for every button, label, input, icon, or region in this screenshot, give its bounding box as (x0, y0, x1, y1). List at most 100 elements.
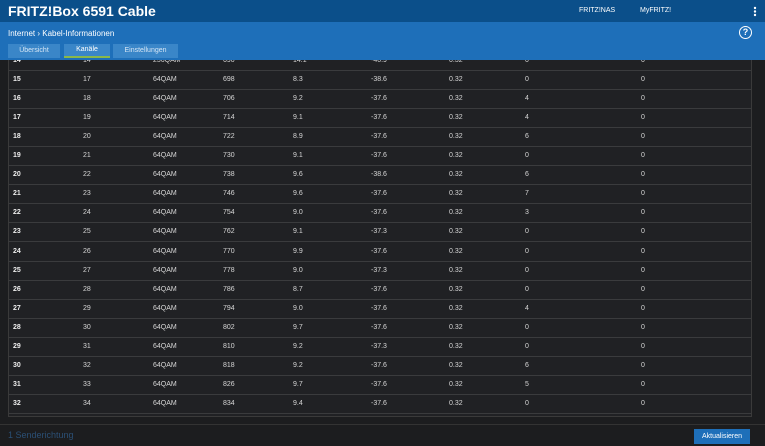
table-cell: 8.3 (293, 76, 303, 84)
table-row: 23 25 64QAM 762 9.1 -37.3 0.32 0 0 (9, 223, 751, 243)
tab[interactable]: Übersicht (8, 44, 60, 58)
table-cell: 730 (223, 152, 235, 160)
breadcrumb-bar: Internet › Kabel-Informationen ? Übersic… (0, 22, 765, 60)
table-row: 24 26 64QAM 770 9.9 -37.6 0.32 0 0 (9, 243, 751, 262)
table-cell: 64QAM (153, 380, 177, 388)
table-cell: 0 (641, 57, 645, 64)
table-cell: 9.1 (293, 228, 303, 236)
table-cell: 64QAM (153, 133, 177, 141)
table-cell: 64QAM (153, 285, 177, 293)
table-cell: -37.6 (371, 95, 387, 103)
table-cell: 9.6 (293, 171, 303, 179)
table-cell: 26 (83, 247, 91, 255)
table-cell: 0 (525, 285, 529, 293)
table-cell: 0 (525, 399, 529, 407)
table-cell: 754 (223, 209, 235, 217)
table-cell: 29 (13, 342, 21, 350)
nav-link[interactable]: MyFRITZ! (640, 7, 672, 14)
table-row: 31 33 64QAM 826 9.7 -37.6 0.32 5 0 (9, 376, 751, 395)
table-cell: 7 (525, 190, 529, 198)
table-cell: 15 (13, 76, 21, 84)
table-cell: 0.32 (449, 266, 463, 274)
refresh-button[interactable]: Aktualisieren (694, 429, 750, 444)
table-cell: 0 (641, 95, 645, 103)
table-row: 14 14 256QAM 690 14.1 -40.9 0.32 0 0 (9, 52, 751, 71)
table-cell: 30 (13, 361, 21, 369)
table-cell: 9.9 (293, 247, 303, 255)
table-cell: 5 (525, 380, 529, 388)
table-cell: 34 (83, 399, 91, 407)
table-cell: 0.32 (449, 57, 463, 64)
table-cell: 27 (13, 304, 21, 312)
table-cell: 8.7 (293, 285, 303, 293)
table-cell: 9.0 (293, 209, 303, 217)
table-cell: 22 (13, 209, 21, 217)
table-cell: -37.6 (371, 133, 387, 141)
tab[interactable]: Kanäle (64, 44, 110, 58)
table-cell: 0 (641, 361, 645, 369)
table-cell: 722 (223, 133, 235, 141)
table-cell: 4 (525, 304, 529, 312)
table-cell: 31 (83, 342, 91, 350)
table-cell: -40.9 (371, 57, 387, 64)
footer-link[interactable]: 1 Senderichtung (8, 430, 74, 440)
table-cell: 14 (83, 57, 91, 64)
table-cell: 9.7 (293, 323, 303, 331)
table-cell: 64QAM (153, 266, 177, 274)
table-cell: 0.32 (449, 399, 463, 407)
tab[interactable]: Einstellungen (113, 44, 178, 58)
table-cell: 17 (13, 114, 21, 122)
table-cell: 9.2 (293, 95, 303, 103)
table-row: 16 18 64QAM 706 9.2 -37.6 0.32 4 0 (9, 90, 751, 110)
table-cell: 64QAM (153, 76, 177, 84)
table-cell: -37.6 (371, 190, 387, 198)
table-cell: 786 (223, 285, 235, 293)
table-cell: 9.6 (293, 190, 303, 198)
table-cell: -37.6 (371, 152, 387, 160)
table-cell: 0 (525, 57, 529, 64)
table-cell: 0 (641, 285, 645, 293)
table-cell: 0.32 (449, 95, 463, 103)
table-cell: 30 (83, 323, 91, 331)
table-row: 30 32 64QAM 818 9.2 -37.6 0.32 6 0 (9, 357, 751, 376)
table-row: 27 29 64QAM 794 9.0 -37.6 0.32 4 0 (9, 300, 751, 319)
help-button[interactable]: ? (739, 26, 752, 39)
table-cell: -37.3 (371, 266, 387, 274)
table-row: 20 22 64QAM 738 9.6 -38.6 0.32 6 0 (9, 166, 751, 186)
table-cell: 0.32 (449, 152, 463, 160)
table-cell: -37.6 (371, 285, 387, 293)
table-cell: 0 (641, 76, 645, 84)
table-cell: 25 (83, 228, 91, 236)
table-cell: 0 (641, 399, 645, 407)
table-cell: 0 (525, 76, 529, 84)
table-cell: 64QAM (153, 342, 177, 350)
table-cell: -37.6 (371, 361, 387, 369)
table-cell: 714 (223, 114, 235, 122)
table-cell: 6 (525, 361, 529, 369)
menu-icon[interactable] (753, 6, 757, 17)
table-cell: 0.32 (449, 304, 463, 312)
table-row: 28 30 64QAM 802 9.7 -37.6 0.32 0 0 (9, 319, 751, 338)
table-cell: 0 (641, 304, 645, 312)
table-cell: 64QAM (153, 304, 177, 312)
nav-link[interactable]: FRITZ!NAS (579, 7, 616, 14)
table-cell: 19 (83, 114, 91, 122)
table-cell: 3 (525, 209, 529, 217)
table-cell: 64QAM (153, 209, 177, 217)
table-cell: 24 (13, 247, 21, 255)
table-row: 22 24 64QAM 754 9.0 -37.6 0.32 3 0 (9, 204, 751, 224)
table-cell: 31 (13, 380, 21, 388)
table-cell: 16 (13, 95, 21, 103)
table-cell: 64QAM (153, 95, 177, 103)
table-cell: 17 (83, 76, 91, 84)
table-cell: 810 (223, 342, 235, 350)
table-cell: 64QAM (153, 361, 177, 369)
crumb[interactable]: Internet (8, 29, 36, 38)
table-cell: 14 (13, 57, 21, 64)
table-cell: 9.4 (293, 399, 303, 407)
table-cell: 0 (641, 133, 645, 141)
table-cell: 8.9 (293, 133, 303, 141)
table-cell: -37.6 (371, 247, 387, 255)
table-cell: 0.32 (449, 342, 463, 350)
